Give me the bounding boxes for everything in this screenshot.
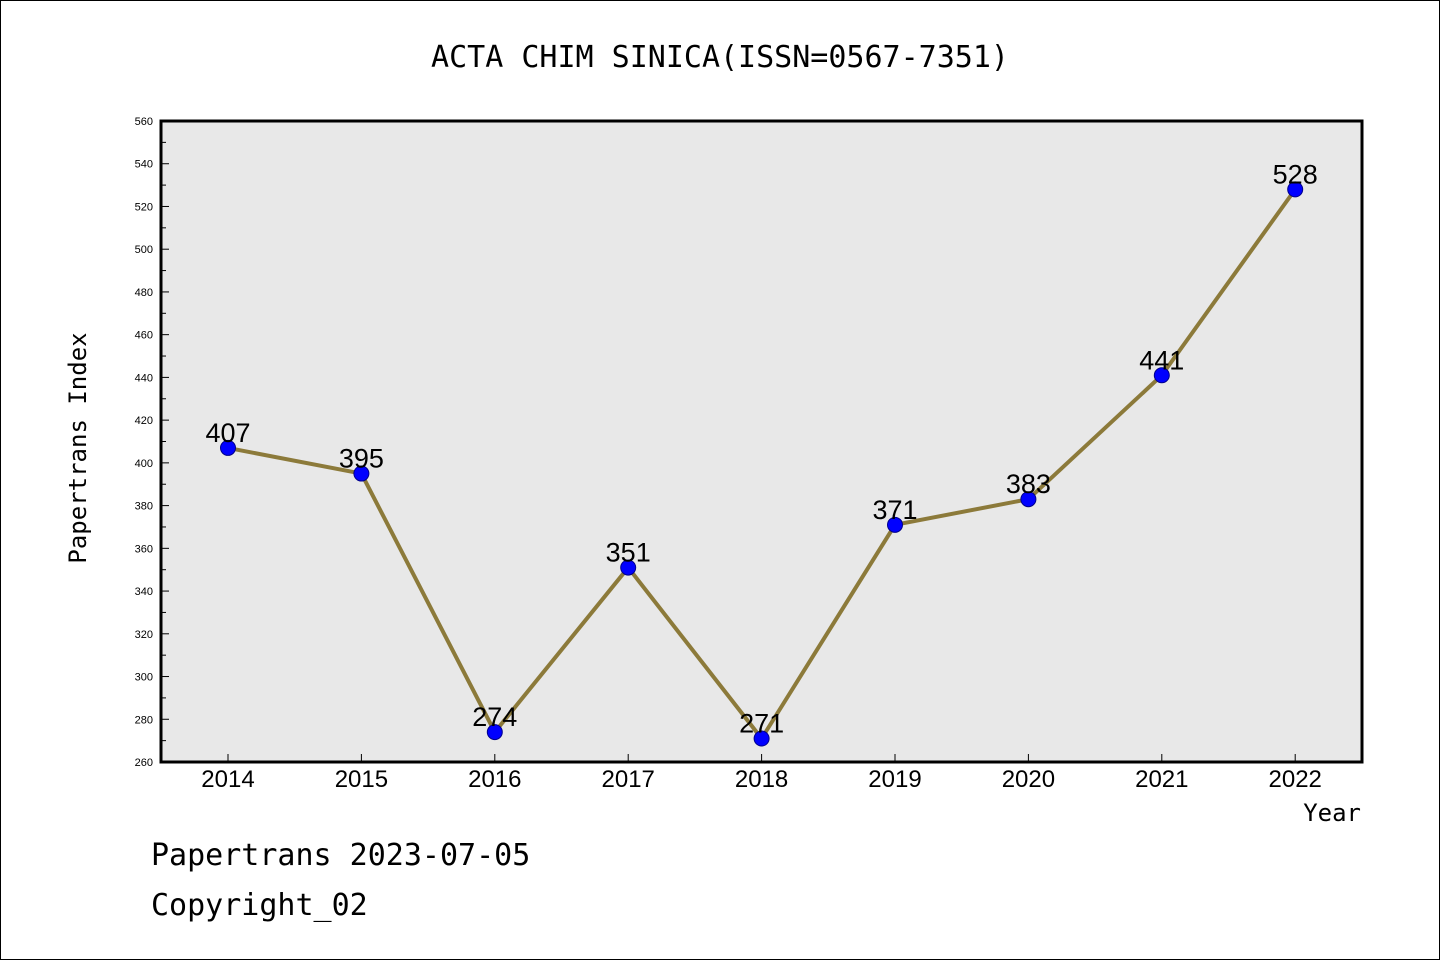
x-tick-label: 2022 <box>1269 766 1322 793</box>
x-axis: 2014 2015 2016 2017 2018 2019 2020 2021 2022 <box>201 754 1322 793</box>
data-point-marker <box>1153 367 1170 384</box>
y-tick-label: 380 <box>135 501 153 513</box>
markers-group <box>220 181 1304 747</box>
data-point-marker <box>220 439 236 456</box>
plot-area <box>159 119 1364 764</box>
y-tick-label: 440 <box>135 372 153 384</box>
y-tick-label: 260 <box>135 757 153 769</box>
data-label: 395 <box>339 444 384 474</box>
y-tick-label: 320 <box>135 629 153 641</box>
x-tick-label: 2021 <box>1135 766 1188 793</box>
x-axis-label: Year <box>1303 799 1361 827</box>
x-tick-label: 2015 <box>335 766 388 793</box>
data-point-marker <box>1287 181 1304 198</box>
data-point-marker <box>620 559 637 576</box>
data-labels-group: 407 395 274 351 271 371 383 441 528 <box>205 159 1317 738</box>
data-point-marker <box>486 724 503 741</box>
data-label: 383 <box>1006 469 1051 499</box>
data-label: 274 <box>472 702 517 732</box>
data-label: 351 <box>606 538 651 568</box>
y-tick-label: 420 <box>135 415 153 427</box>
y-tick-label: 480 <box>135 287 153 299</box>
y-tick-label: 340 <box>135 586 153 598</box>
data-label: 407 <box>205 418 250 448</box>
chart-title: ACTA CHIM SINICA(ISSN=0567-7351) <box>431 40 1009 75</box>
y-tick-label: 280 <box>135 714 153 726</box>
data-point-marker <box>1020 491 1037 508</box>
y-tick-label: 300 <box>135 672 153 684</box>
x-tick-label: 2017 <box>602 766 655 793</box>
x-tick-label: 2018 <box>735 766 788 793</box>
y-tick-label: 520 <box>135 201 153 213</box>
data-label: 371 <box>872 495 917 525</box>
data-point-marker <box>753 730 770 747</box>
x-tick-label: 2014 <box>201 766 254 793</box>
y-axis: 260 280 300 320 340 360 380 400 420 440 460 480 500 5… <box>135 116 169 769</box>
data-label: 528 <box>1273 159 1318 189</box>
y-tick-label: 560 <box>135 116 153 128</box>
y-tick-label: 460 <box>135 330 153 342</box>
footer-copyright: Copyright_02 <box>151 888 368 923</box>
y-axis-label: Papertrans Index <box>64 332 92 563</box>
x-tick-label: 2016 <box>468 766 521 793</box>
x-tick-label: 2020 <box>1002 766 1055 793</box>
x-tick-label: 2019 <box>868 766 921 793</box>
data-point-marker <box>887 516 903 533</box>
data-label: 441 <box>1139 345 1184 375</box>
y-tick-label: 500 <box>135 244 153 256</box>
y-tick-label: 400 <box>135 458 153 470</box>
data-point-marker <box>353 465 370 482</box>
y-tick-label: 360 <box>135 543 153 555</box>
data-label: 271 <box>739 708 784 738</box>
y-tick-label: 540 <box>135 159 153 171</box>
footer-date: Papertrans 2023-07-05 <box>151 838 530 873</box>
